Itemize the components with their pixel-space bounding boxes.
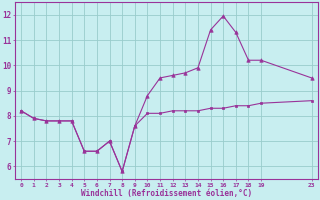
X-axis label: Windchill (Refroidissement éolien,°C): Windchill (Refroidissement éolien,°C) (81, 189, 252, 198)
